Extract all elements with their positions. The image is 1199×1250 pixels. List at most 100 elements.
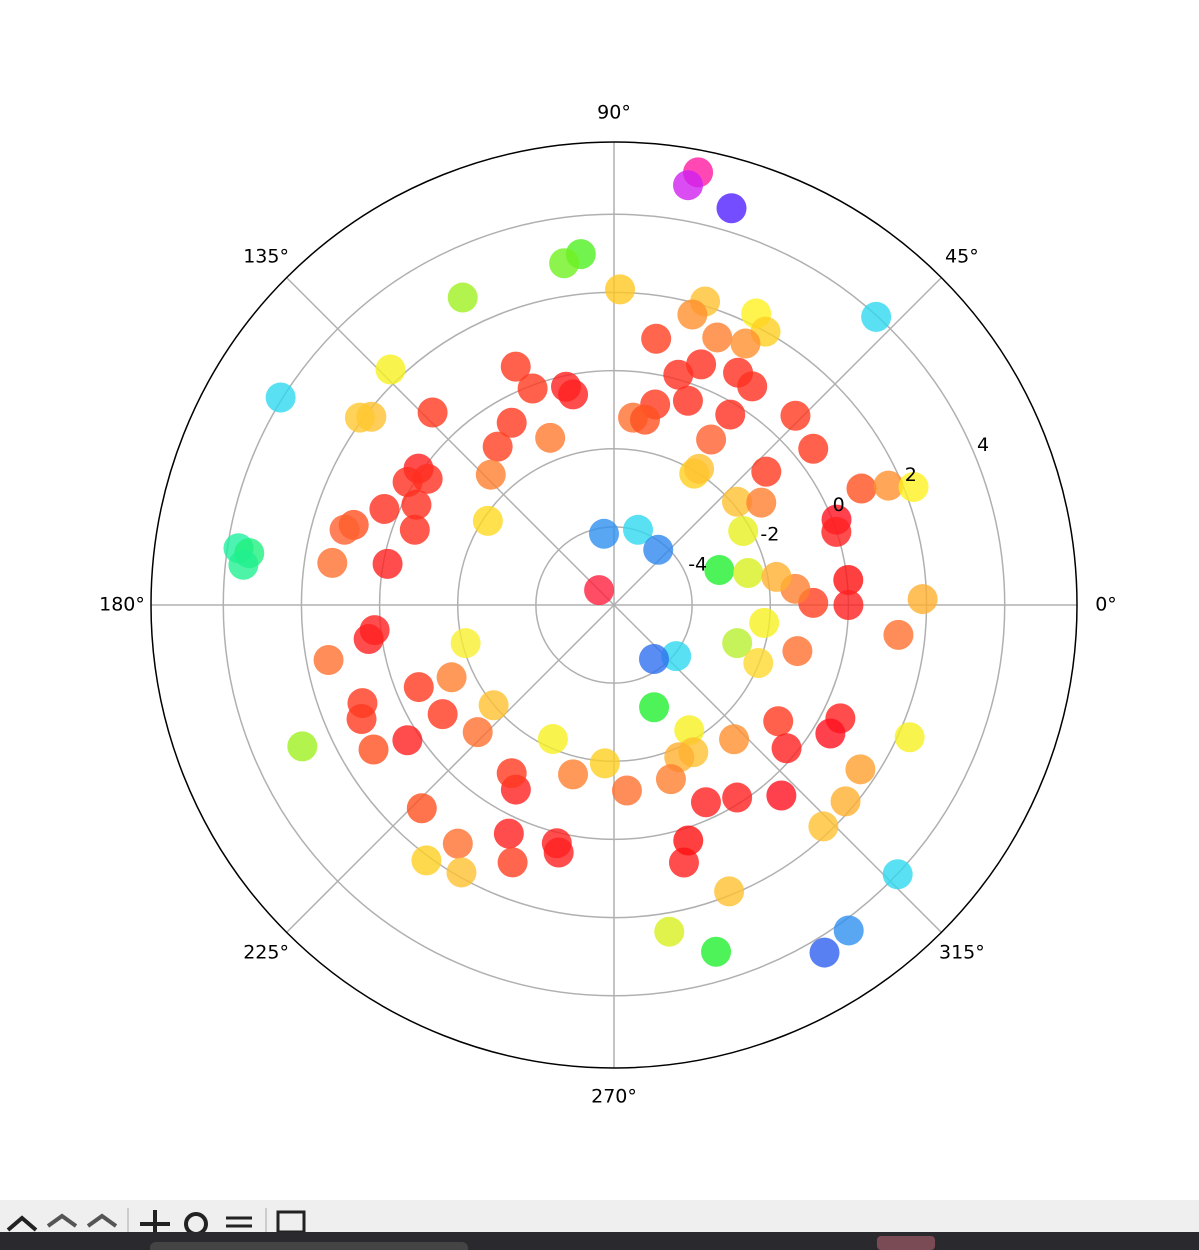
point [639, 692, 670, 723]
point [475, 459, 506, 490]
theta-tick-label: 135° [243, 246, 289, 268]
point [411, 845, 442, 876]
point [638, 644, 669, 675]
r-tick-label: -2 [760, 524, 779, 546]
taskbar-item[interactable] [877, 1236, 935, 1250]
theta-tick-label: 90° [597, 102, 631, 124]
point [821, 516, 852, 547]
point [846, 473, 877, 504]
point [907, 584, 938, 615]
taskbar [0, 1232, 1199, 1250]
r-tick-label: 0 [833, 494, 845, 516]
point [417, 397, 448, 428]
point [588, 518, 619, 549]
grid-spoke [286, 604, 615, 933]
r-tick-label: 2 [905, 464, 917, 486]
point [500, 351, 531, 382]
point [882, 859, 913, 890]
theta-tick-label: 225° [243, 941, 289, 963]
point [401, 489, 432, 520]
theta-tick-label: 180° [99, 594, 145, 616]
point [462, 717, 493, 748]
point [883, 619, 914, 650]
point [749, 607, 780, 638]
point [344, 402, 375, 433]
save-button[interactable] [276, 1210, 306, 1234]
configure-button[interactable] [226, 1216, 252, 1228]
point [663, 359, 694, 390]
point [543, 837, 574, 868]
point [329, 514, 360, 545]
point [622, 514, 653, 545]
point [643, 534, 674, 565]
point [677, 299, 708, 330]
point [655, 764, 686, 795]
point [436, 662, 467, 693]
point [684, 453, 715, 484]
zoom-button[interactable] [184, 1212, 208, 1236]
point [894, 722, 925, 753]
forward-button[interactable] [86, 1213, 118, 1228]
grid-spoke [286, 277, 615, 606]
point [399, 514, 430, 545]
point [898, 472, 929, 503]
point [873, 470, 904, 501]
point [673, 170, 704, 201]
point [780, 400, 811, 431]
taskbar-item[interactable] [150, 1242, 468, 1250]
point [686, 349, 717, 380]
point [358, 734, 389, 765]
theta-tick-label: 45° [945, 246, 979, 268]
point [815, 718, 846, 749]
point [442, 828, 473, 859]
point [630, 404, 661, 435]
point [673, 825, 704, 856]
point [761, 561, 792, 592]
pan-button[interactable] [140, 1210, 170, 1232]
point [701, 936, 732, 967]
point [317, 547, 348, 578]
point [472, 505, 503, 536]
point [493, 818, 524, 849]
point [714, 876, 745, 907]
point [403, 672, 434, 703]
point [763, 706, 794, 737]
point [733, 558, 764, 589]
point [517, 373, 548, 404]
polar-frame [150, 141, 1078, 1069]
point [690, 787, 721, 818]
point [808, 811, 839, 842]
point [392, 466, 423, 497]
point [771, 733, 802, 764]
point [496, 407, 527, 438]
home-button[interactable] [6, 1215, 38, 1232]
point [535, 422, 566, 453]
point [265, 382, 296, 413]
point [589, 748, 620, 779]
point [766, 780, 797, 811]
point [313, 644, 344, 675]
point [730, 328, 761, 359]
point [833, 564, 864, 595]
chart: 0° 45° 90° 135° 180° 225° 270° 315° -4 -2 0 2 4 [99, 102, 1117, 1108]
point [845, 754, 876, 785]
point [696, 424, 727, 455]
point [833, 915, 864, 946]
point [782, 636, 813, 667]
point [704, 554, 735, 585]
theta-tick-label: 270° [591, 1086, 637, 1108]
point [751, 456, 782, 487]
point [549, 248, 580, 279]
point [497, 847, 528, 878]
point [743, 648, 774, 679]
point [558, 379, 589, 410]
point [715, 399, 746, 430]
point [375, 354, 406, 385]
point [861, 301, 892, 332]
toolbar-icons [6, 1208, 306, 1236]
point [654, 916, 685, 947]
theta-tick-label: 0° [1095, 594, 1117, 616]
back-button[interactable] [46, 1213, 78, 1228]
point [661, 641, 692, 672]
point [702, 322, 733, 353]
